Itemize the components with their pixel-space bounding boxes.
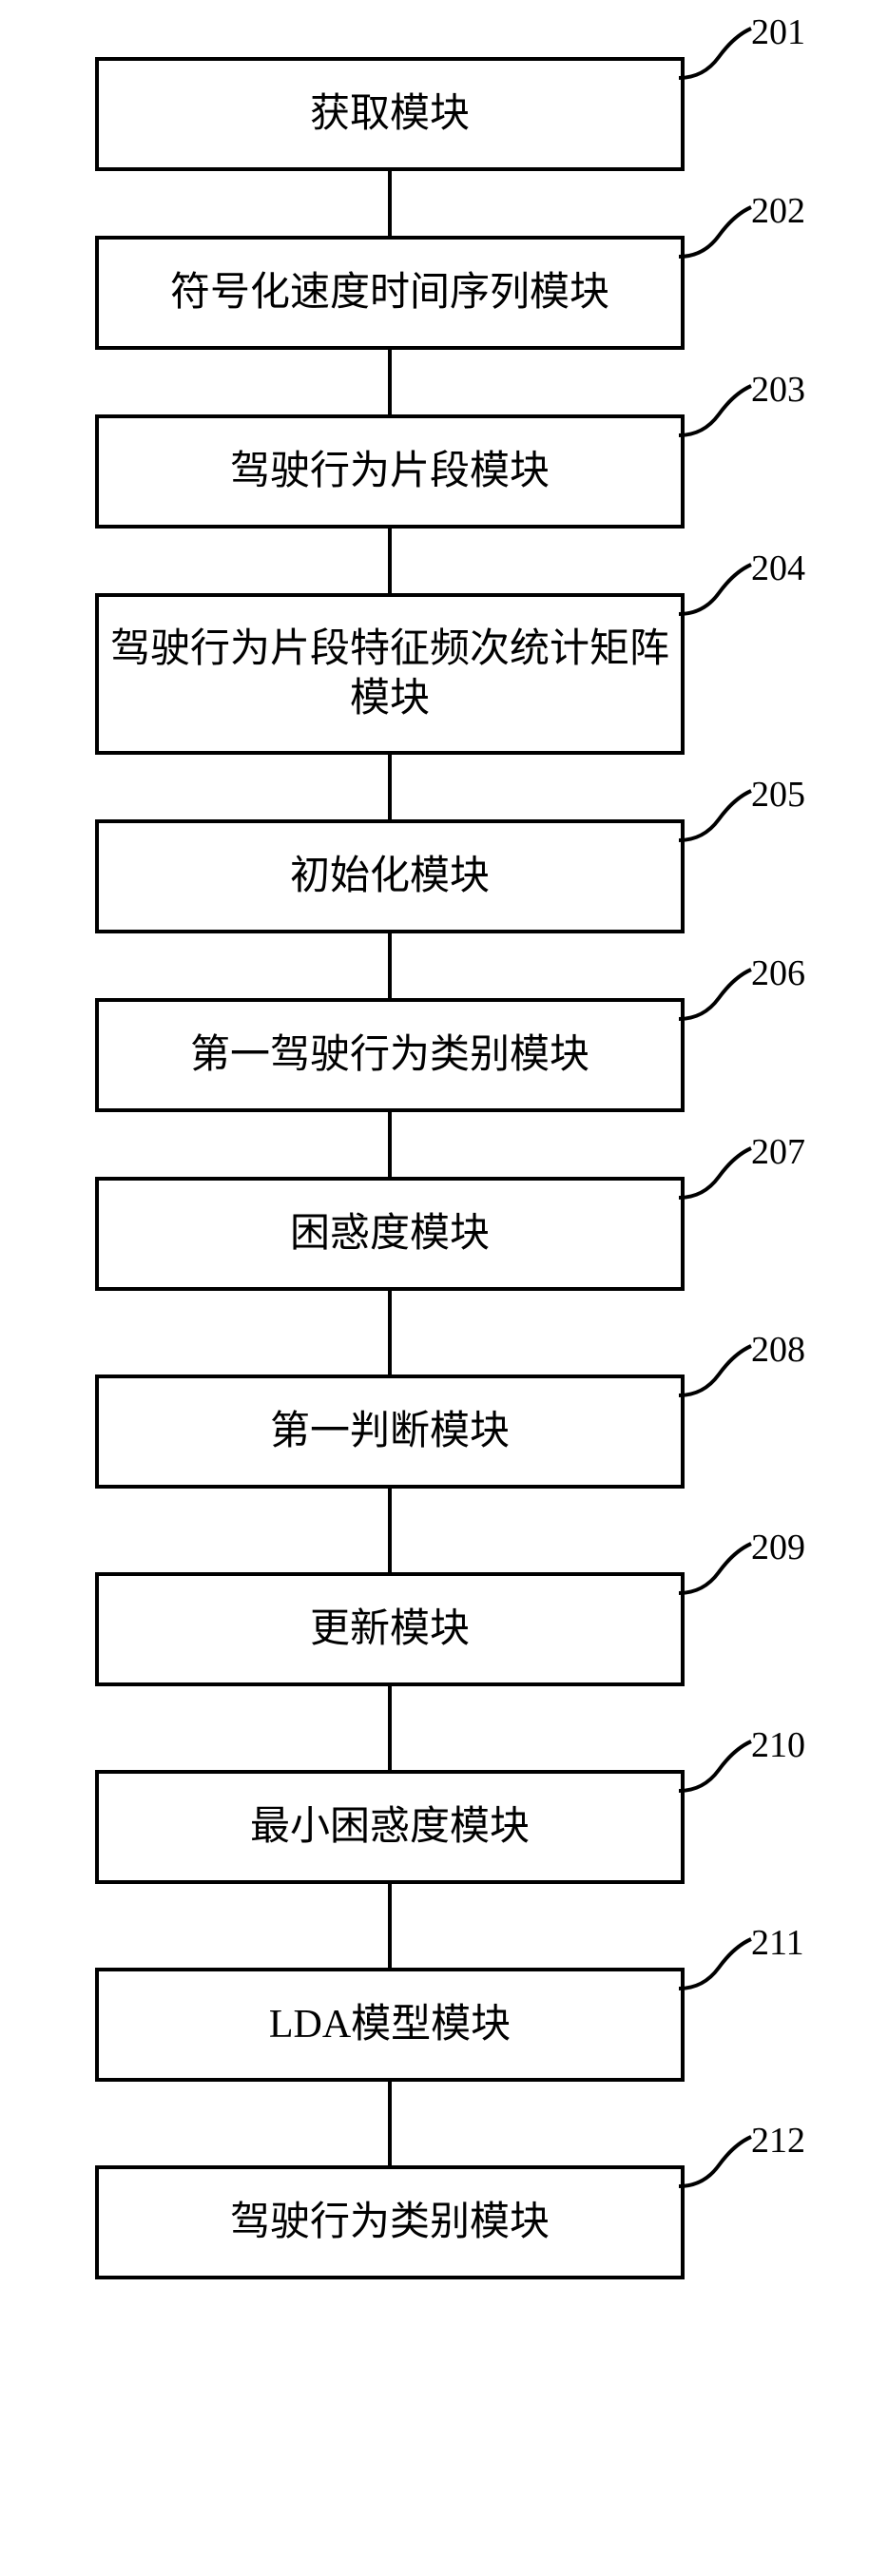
- flow-node-label: LDA模型模块: [269, 2000, 511, 2050]
- flow-node-callout: 208: [751, 1329, 805, 1371]
- flow-node-202: 202符号化速度时间序列模块: [0, 236, 869, 350]
- flow-node-206: 206第一驾驶行为类别模块: [0, 998, 869, 1112]
- flow-node-box: 困惑度模块: [95, 1177, 685, 1291]
- flow-node-id: 211: [751, 1923, 804, 1963]
- flow-node-label: 最小困惑度模块: [250, 1802, 530, 1853]
- flow-connector: [95, 529, 685, 593]
- flow-node-callout: 206: [751, 952, 805, 994]
- flow-node-id: 203: [751, 370, 805, 410]
- flow-node-id: 209: [751, 1528, 805, 1567]
- flow-node-label: 第一驾驶行为类别模块: [190, 1030, 589, 1081]
- flow-node-box: 符号化速度时间序列模块: [95, 236, 685, 350]
- flow-node-201: 201获取模块: [0, 57, 869, 171]
- flow-node-id: 201: [751, 12, 805, 52]
- flow-node-callout: 207: [751, 1131, 805, 1173]
- flow-node-212: 212驾驶行为类别模块: [0, 2165, 869, 2279]
- flow-node-204: 204驾驶行为片段特征频次统计矩阵模块: [0, 593, 869, 755]
- flow-node-box: 最小困惑度模块: [95, 1770, 685, 1884]
- flow-connector: [95, 755, 685, 819]
- flowchart-diagram: 201获取模块202符号化速度时间序列模块203驾驶行为片段模块204驾驶行为片…: [0, 0, 869, 2317]
- flow-node-id: 207: [751, 1132, 805, 1172]
- flow-node-box: 更新模块: [95, 1572, 685, 1686]
- flow-connector: [95, 1291, 685, 1375]
- flow-node-id: 206: [751, 953, 805, 993]
- flow-node-box: 驾驶行为类别模块: [95, 2165, 685, 2279]
- flow-node-label: 驾驶行为类别模块: [230, 2198, 550, 2248]
- flow-node-id: 212: [751, 2121, 805, 2161]
- flow-connector: [95, 350, 685, 414]
- flow-connector: [95, 1686, 685, 1770]
- flow-node-box: 驾驶行为片段模块: [95, 414, 685, 529]
- flow-node-label: 初始化模块: [290, 852, 490, 902]
- flow-node-callout: 201: [751, 11, 805, 53]
- flow-node-box: LDA模型模块: [95, 1968, 685, 2082]
- flow-node-callout: 212: [751, 2120, 805, 2162]
- flow-node-203: 203驾驶行为片段模块: [0, 414, 869, 529]
- flow-node-box: 获取模块: [95, 57, 685, 171]
- flow-node-id: 210: [751, 1725, 805, 1765]
- flow-node-label: 驾驶行为片段模块: [230, 447, 550, 497]
- flow-node-label: 困惑度模块: [290, 1209, 490, 1259]
- flow-node-label: 获取模块: [310, 89, 470, 140]
- flow-node-205: 205初始化模块: [0, 819, 869, 933]
- flow-node-label: 更新模块: [310, 1605, 470, 1655]
- flow-node-box: 第一判断模块: [95, 1375, 685, 1489]
- flow-connector: [95, 171, 685, 236]
- flow-node-callout: 202: [751, 190, 805, 232]
- flow-node-id: 208: [751, 1330, 805, 1370]
- flow-node-callout: 205: [751, 774, 805, 816]
- flow-node-id: 205: [751, 775, 805, 815]
- flow-node-label: 第一判断模块: [270, 1407, 510, 1457]
- flow-node-box: 初始化模块: [95, 819, 685, 933]
- flow-node-211: 211LDA模型模块: [0, 1968, 869, 2082]
- flow-node-callout: 210: [751, 1724, 805, 1766]
- flow-node-callout: 203: [751, 369, 805, 411]
- flow-node-208: 208第一判断模块: [0, 1375, 869, 1489]
- flow-node-callout: 211: [751, 1922, 804, 1964]
- flow-node-label: 驾驶行为片段特征频次统计矩阵模块: [110, 625, 669, 724]
- flow-node-label: 符号化速度时间序列模块: [170, 268, 609, 318]
- flow-node-box: 第一驾驶行为类别模块: [95, 998, 685, 1112]
- flow-connector: [95, 933, 685, 998]
- flow-node-209: 209更新模块: [0, 1572, 869, 1686]
- flow-node-207: 207困惑度模块: [0, 1177, 869, 1291]
- flow-node-callout: 204: [751, 548, 805, 589]
- flow-connector: [95, 1489, 685, 1572]
- flow-node-box: 驾驶行为片段特征频次统计矩阵模块: [95, 593, 685, 755]
- flow-connector: [95, 1884, 685, 1968]
- flow-connector: [95, 1112, 685, 1177]
- flow-node-callout: 209: [751, 1527, 805, 1568]
- flow-connector: [95, 2082, 685, 2165]
- flow-node-id: 204: [751, 548, 805, 588]
- flow-node-id: 202: [751, 191, 805, 231]
- flow-node-210: 210最小困惑度模块: [0, 1770, 869, 1884]
